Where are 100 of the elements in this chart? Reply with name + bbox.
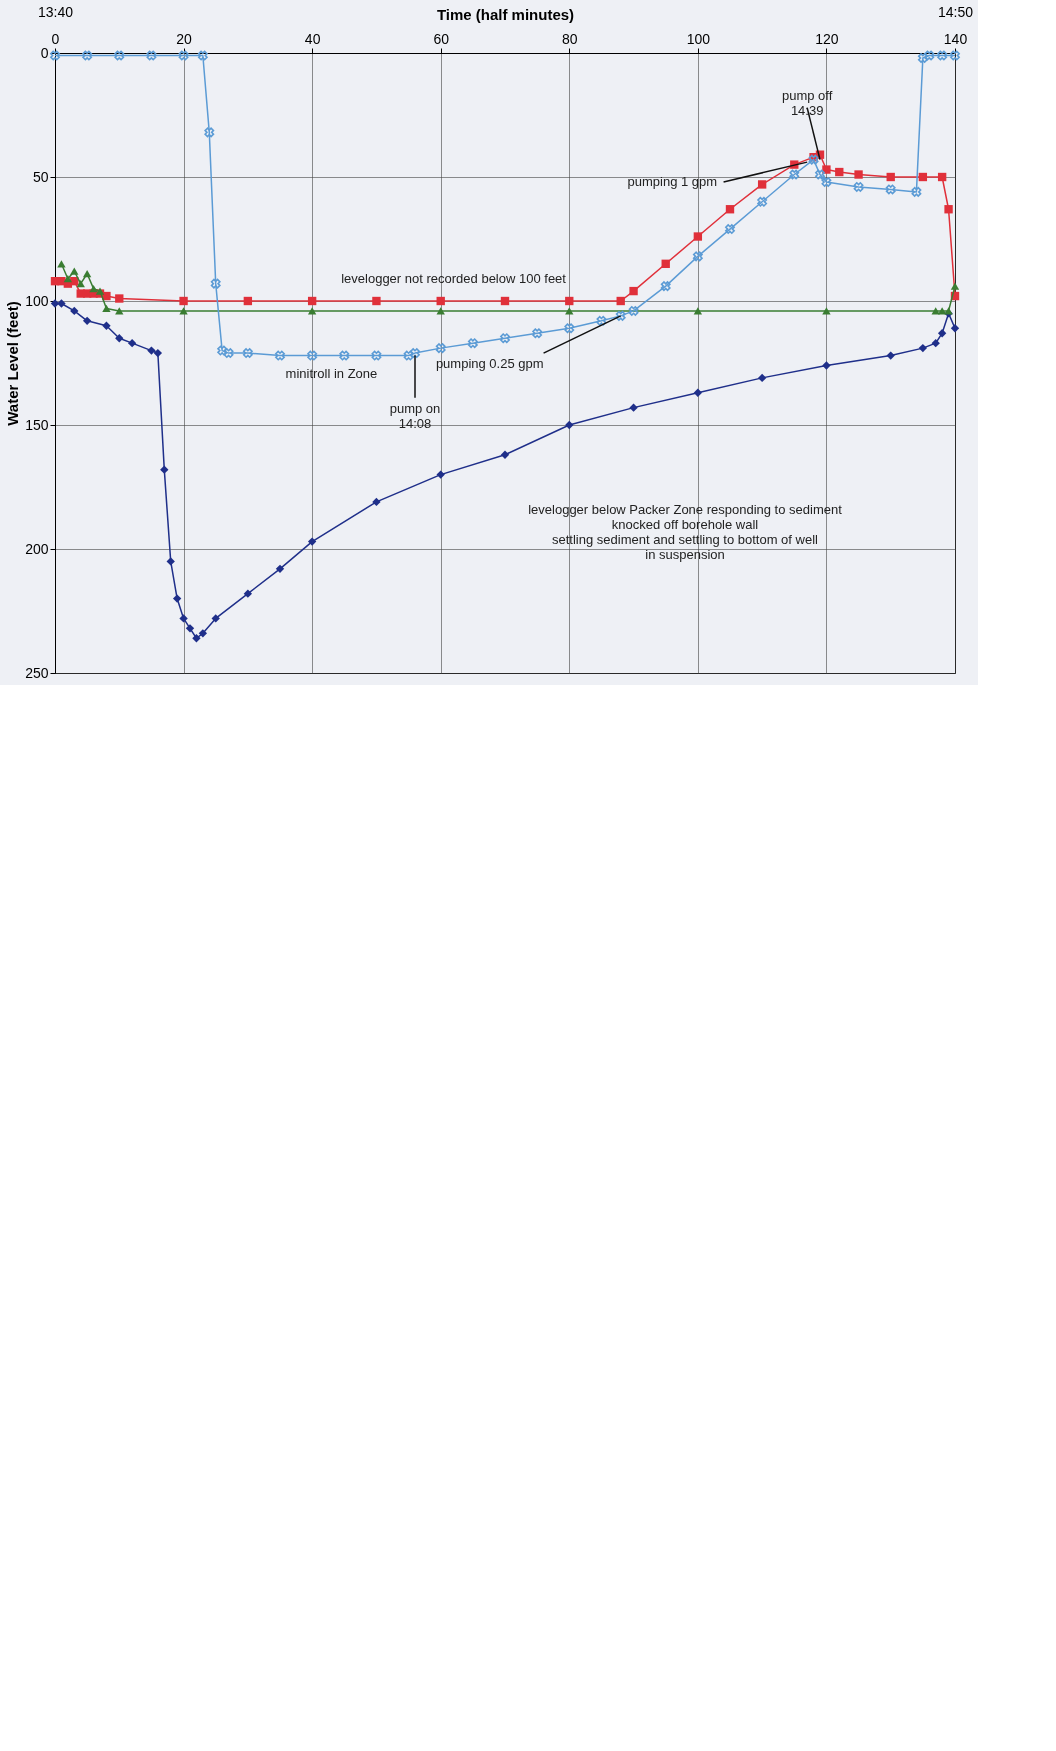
point: [565, 420, 574, 430]
point: [924, 50, 935, 61]
point: [57, 260, 66, 268]
point: [307, 537, 317, 546]
point: [917, 53, 928, 63]
x-tick-label: 20: [176, 30, 193, 47]
annotation: minitroll in Zone: [285, 365, 378, 381]
annotation: pumping 1 gpm: [627, 173, 718, 189]
point: [127, 338, 137, 348]
point: [307, 350, 318, 361]
point: [185, 624, 195, 633]
point: [115, 294, 124, 303]
point: [950, 282, 960, 290]
point: [853, 181, 864, 192]
y-tick-label: 0: [40, 44, 49, 61]
x-tick-label: 60: [433, 30, 450, 47]
point: [217, 345, 228, 356]
point: [500, 333, 510, 344]
point: [70, 267, 79, 275]
point: [757, 180, 767, 189]
y-tick-label: 250: [25, 664, 49, 681]
annotation: levelogger below Packer Zone responding to sediment knocked off borehole wall settling sediment and settling to bottom of well in suspension: [528, 502, 843, 563]
point: [339, 350, 350, 361]
point: [50, 50, 60, 61]
point: [886, 351, 895, 360]
point: [372, 296, 381, 306]
point: [242, 348, 253, 359]
point: [179, 296, 188, 306]
point: [944, 205, 953, 214]
point: [403, 350, 414, 361]
point: [147, 346, 156, 355]
point: [372, 497, 381, 507]
point: [931, 338, 940, 348]
annotation: levelogger not recorded below 100 feet: [341, 271, 567, 287]
point: [102, 304, 111, 313]
point: [204, 127, 215, 138]
point: [115, 307, 124, 315]
point: [725, 205, 735, 214]
y-axis-title: Water Level (feet): [4, 301, 22, 426]
point: [660, 281, 671, 292]
point: [243, 296, 253, 306]
point: [192, 634, 201, 643]
point: [114, 50, 125, 61]
point: [821, 177, 832, 187]
point: [57, 299, 66, 308]
y-tick-label: 100: [25, 292, 49, 309]
y-tick-label: 50: [32, 168, 49, 185]
point: [115, 334, 124, 343]
point: [179, 614, 188, 623]
x-axis-title: Time (half minutes): [436, 5, 575, 23]
point: [854, 170, 863, 179]
point: [822, 307, 831, 315]
point: [757, 196, 768, 207]
point: [243, 589, 253, 598]
point: [63, 275, 73, 283]
point: [822, 361, 831, 370]
point: [146, 50, 157, 61]
point: [76, 280, 85, 288]
x-tick-label: 100: [686, 30, 711, 47]
annotation: pump off 14:39: [781, 87, 833, 118]
point: [435, 343, 446, 354]
y-tick-label: 150: [25, 416, 49, 433]
point: [911, 186, 922, 197]
point: [467, 338, 478, 349]
point: [410, 348, 420, 359]
point: [950, 324, 960, 333]
point: [615, 310, 626, 321]
y-tick-label: 200: [25, 540, 49, 557]
point: [436, 296, 445, 306]
point: [172, 594, 182, 603]
x-tick-label: 40: [304, 30, 321, 47]
point: [565, 307, 574, 315]
point: [815, 169, 825, 180]
point: [178, 50, 189, 61]
point: [918, 172, 928, 182]
point: [89, 284, 98, 293]
point: [937, 329, 947, 338]
point: [307, 307, 317, 315]
point: [692, 251, 703, 262]
point: [885, 184, 896, 195]
point: [918, 343, 928, 353]
point: [307, 296, 317, 306]
point: [223, 348, 234, 359]
point: [50, 299, 60, 308]
point: [153, 348, 163, 358]
annotation: pumping 0.25 gpm: [435, 356, 544, 372]
point: [822, 165, 831, 174]
point: [596, 315, 607, 326]
point: [160, 465, 169, 474]
annotation: pump on 14:08: [389, 400, 441, 431]
point: [436, 470, 445, 479]
x-tick-label: 140: [943, 30, 968, 47]
point: [628, 305, 639, 316]
point: [629, 286, 638, 296]
point: [82, 316, 92, 326]
point: [532, 328, 543, 339]
x-tick-label: 80: [562, 30, 578, 47]
point: [371, 350, 382, 361]
point: [757, 373, 767, 383]
point: [789, 169, 800, 180]
